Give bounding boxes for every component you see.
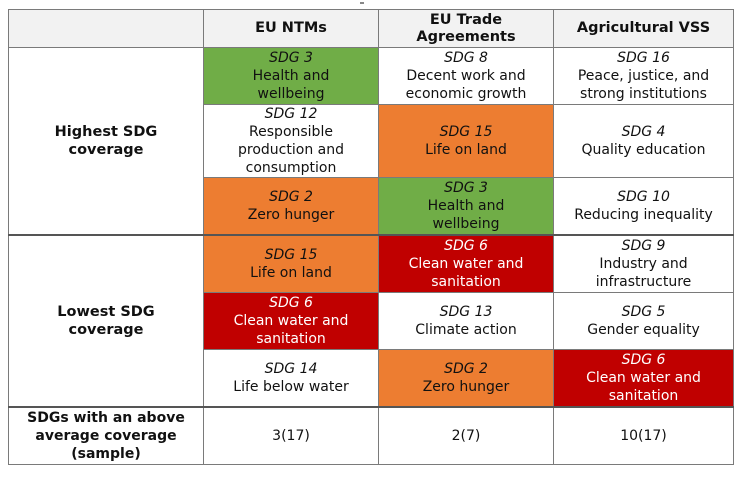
column-header-eu-trade-agreements: EU Trade Agreements xyxy=(378,9,554,48)
column-header-eu-ntms: EU NTMs xyxy=(203,9,379,48)
sdg-code: SDG 13 xyxy=(439,304,493,320)
sdg-cell: SDG 5 Gender equality xyxy=(553,292,734,350)
sdg-code: SDG 4 xyxy=(621,124,666,140)
sdg-name: Clean water and sanitation xyxy=(408,256,524,290)
sdg-name: Gender equality xyxy=(587,322,700,338)
sdg-name: Decent work and economic growth xyxy=(405,68,527,102)
sdg-cell: SDG 3 Health and wellbeing xyxy=(203,47,379,105)
sdg-name: Clean water and sanitation xyxy=(586,370,701,404)
sdg-code: SDG 3 xyxy=(269,50,313,66)
sdg-name: Climate action xyxy=(415,322,517,338)
summary-value-eu-ntms: 3(17) xyxy=(203,406,379,465)
sdg-name: Zero hunger xyxy=(247,207,335,223)
sdg-name: Health and wellbeing xyxy=(427,198,505,232)
table-row: SDG 12 Responsible production and consum… xyxy=(9,104,734,178)
column-header-agricultural-vss: Agricultural VSS xyxy=(553,9,734,48)
sdg-name: Life below water xyxy=(233,379,349,395)
sdg-code: SDG 6 xyxy=(269,295,313,311)
sdg-cell: SDG 16 Peace, justice, and strong instit… xyxy=(553,47,734,105)
top-edge-mark xyxy=(360,2,364,4)
sdg-code: SDG 8 xyxy=(444,50,488,66)
sdg-cell: SDG 3 Health and wellbeing xyxy=(378,177,554,236)
table-row: Lowest SDG coverage SDG 15 Life on land … xyxy=(8,234,734,408)
sdg-name: Industry and infrastructure xyxy=(595,256,692,290)
summary-value-agricultural-vss: 10(17) xyxy=(553,406,734,465)
row-group-label: Highest SDG coverage xyxy=(54,124,158,158)
sdg-cell: SDG 2 Zero hunger xyxy=(203,177,379,236)
column-header-label: EU NTMs xyxy=(255,20,327,36)
sdg-coverage-table: EU NTMs EU Trade Agreements Agricultural… xyxy=(8,9,734,465)
sdg-cell: SDG 10 Reducing inequality xyxy=(553,177,734,236)
sdg-cell: SDG 13 Climate action xyxy=(378,292,554,350)
sdg-code: SDG 6 xyxy=(444,238,488,254)
sdg-cell: SDG 12 Responsible production and consum… xyxy=(203,104,379,178)
table-row: Highest SDG coverage SDG 3 Health and we… xyxy=(8,47,734,236)
sdg-code: SDG 15 xyxy=(264,247,318,263)
sdg-code: SDG 12 xyxy=(264,106,318,122)
sdg-code: SDG 16 xyxy=(617,50,670,66)
sdg-name: Life on land xyxy=(250,265,332,281)
sdg-name: Life on land xyxy=(425,142,507,158)
sdg-code: SDG 6 xyxy=(621,352,666,368)
sdg-cell: SDG 6 Clean water and sanitation xyxy=(553,349,734,408)
sdg-name: Clean water and sanitation xyxy=(233,313,349,347)
header-row: EU NTMs EU Trade Agreements Agricultural… xyxy=(8,9,734,48)
summary-label-text: SDGs with an above average coverage (sam… xyxy=(27,410,185,462)
table-row: SDG 2 Zero hunger SDG 3 Health and wellb… xyxy=(9,177,734,236)
sdg-cell: SDG 15 Life on land xyxy=(203,234,379,293)
sdg-cell: SDG 6 Clean water and sanitation xyxy=(378,234,554,293)
column-header-label: EU Trade Agreements xyxy=(416,11,516,45)
sdg-code: SDG 10 xyxy=(617,189,670,205)
sdg-cell: SDG 15 Life on land xyxy=(378,104,554,178)
sdg-name: Peace, justice, and strong institutions xyxy=(577,68,710,102)
sdg-code: SDG 15 xyxy=(439,124,493,140)
sdg-code: SDG 2 xyxy=(444,361,488,377)
summary-row: SDGs with an above average coverage (sam… xyxy=(8,406,734,465)
column-header-label: Agricultural VSS xyxy=(576,20,711,36)
table-row: SDG 14 Life below water SDG 2 Zero hunge… xyxy=(9,349,734,408)
sdg-code: SDG 5 xyxy=(621,304,666,320)
sdg-cell: SDG 4 Quality education xyxy=(553,104,734,178)
sdg-code: SDG 9 xyxy=(621,238,666,254)
row-group-label-lowest: Lowest SDG coverage xyxy=(8,234,204,408)
sdg-name: Responsible production and consumption xyxy=(238,124,344,176)
sdg-cell: SDG 2 Zero hunger xyxy=(378,349,554,408)
sdg-name: Reducing inequality xyxy=(574,207,713,223)
table-row: SDG 6 Clean water and sanitation SDG 13 … xyxy=(9,292,734,350)
sdg-code: SDG 14 xyxy=(264,361,318,377)
sdg-cell: SDG 8 Decent work and economic growth xyxy=(378,47,554,105)
row-group-label-highest: Highest SDG coverage xyxy=(8,47,204,236)
row-group-label: Lowest SDG coverage xyxy=(57,304,155,338)
sdg-code: SDG 2 xyxy=(269,189,313,205)
header-corner xyxy=(8,9,204,48)
summary-value-eu-trade-agreements: 2(7) xyxy=(378,406,554,465)
sdg-cell: SDG 9 Industry and infrastructure xyxy=(553,234,734,293)
summary-label: SDGs with an above average coverage (sam… xyxy=(8,406,204,465)
sdg-name: Health and wellbeing xyxy=(252,68,330,102)
sdg-cell: SDG 14 Life below water xyxy=(203,349,379,408)
sdg-name: Quality education xyxy=(581,142,706,158)
sdg-cell: SDG 6 Clean water and sanitation xyxy=(203,292,379,350)
sdg-name: Zero hunger xyxy=(422,379,510,395)
sdg-code: SDG 3 xyxy=(444,180,488,196)
